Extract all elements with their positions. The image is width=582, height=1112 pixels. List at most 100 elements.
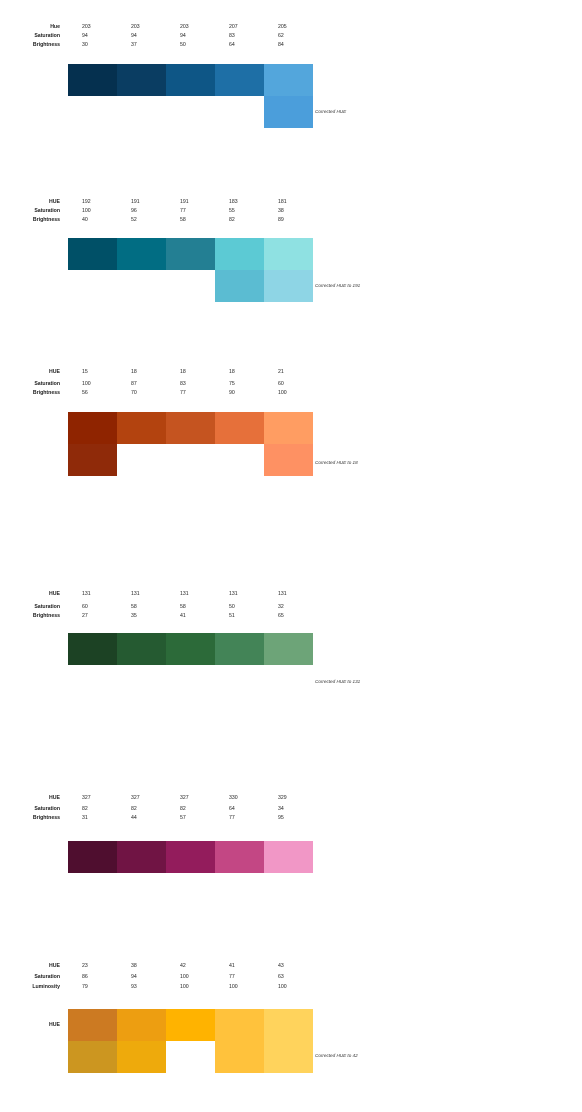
value-cell: 191 — [131, 199, 140, 205]
value-cell: 58 — [131, 604, 137, 610]
value-cell: 203 — [180, 24, 189, 30]
value-cell: 60 — [278, 381, 284, 387]
value-cell: 23 — [82, 963, 88, 969]
value-cell: 42 — [180, 963, 186, 969]
corrected-swatch — [264, 96, 313, 128]
color-swatch — [215, 64, 264, 96]
value-cell: 57 — [180, 815, 186, 821]
value-cell: 44 — [131, 815, 137, 821]
color-swatch — [215, 412, 264, 444]
color-swatch — [68, 1009, 117, 1041]
value-cell: 62 — [278, 33, 284, 39]
color-swatch — [215, 238, 264, 270]
color-swatch — [215, 841, 264, 873]
corrected-swatch — [215, 1041, 264, 1073]
color-swatch — [166, 841, 215, 873]
corrected-hue-note: Corrected HUE to 191 — [315, 283, 361, 288]
value-cell: 41 — [229, 963, 235, 969]
value-cell: 83 — [180, 381, 186, 387]
value-cell: 87 — [131, 381, 137, 387]
color-swatch — [264, 1009, 313, 1041]
value-cell: 51 — [229, 613, 235, 619]
color-swatch — [117, 841, 166, 873]
value-cell: 27 — [82, 613, 88, 619]
value-cell: 32 — [278, 604, 284, 610]
value-cell: 131 — [229, 591, 238, 597]
row-label-2: Luminosity — [32, 984, 60, 990]
value-cell: 94 — [82, 33, 88, 39]
value-cell: 82 — [82, 806, 88, 812]
row-label-1: Saturation — [34, 974, 60, 980]
corrected-hue-note: Corrected HUE — [315, 109, 347, 114]
color-swatch — [264, 412, 313, 444]
value-cell: 15 — [82, 369, 88, 375]
corrected-swatch — [264, 444, 313, 476]
value-cell: 94 — [180, 33, 186, 39]
value-cell: 38 — [278, 208, 284, 214]
corrected-swatch — [215, 270, 264, 302]
value-cell: 131 — [131, 591, 140, 597]
value-cell: 31 — [82, 815, 88, 821]
value-cell: 77 — [180, 390, 186, 396]
corrected-swatch — [264, 1041, 313, 1073]
color-swatch — [117, 64, 166, 96]
row-label-1: Saturation — [34, 806, 60, 812]
value-cell: 60 — [82, 604, 88, 610]
value-cell: 82 — [180, 806, 186, 812]
corrected-hue-note: Corrected HUE to 18 — [315, 460, 358, 465]
value-cell: 131 — [278, 591, 287, 597]
value-cell: 100 — [180, 974, 189, 980]
value-cell: 192 — [82, 199, 91, 205]
row-label-0: HUE — [49, 591, 60, 597]
value-cell: 100 — [229, 984, 238, 990]
value-cell: 37 — [131, 42, 137, 48]
value-cell: 327 — [82, 795, 91, 801]
row-label-2: Brightness — [32, 815, 60, 821]
row-label-0: HUE — [49, 199, 60, 205]
row-label-0: HUE — [49, 795, 60, 801]
value-cell: 95 — [278, 815, 284, 821]
value-cell: 131 — [180, 591, 189, 597]
value-cell: 94 — [131, 974, 137, 980]
value-cell: 181 — [278, 199, 287, 205]
row-label-2: Brightness — [32, 390, 60, 396]
corrected-swatch — [264, 270, 313, 302]
color-swatch — [264, 64, 313, 96]
value-cell: 50 — [180, 42, 186, 48]
value-cell: 203 — [82, 24, 91, 30]
value-cell: 38 — [131, 963, 137, 969]
color-swatch — [166, 633, 215, 665]
value-cell: 100 — [278, 984, 287, 990]
value-cell: 79 — [82, 984, 88, 990]
value-cell: 64 — [229, 42, 235, 48]
color-swatch — [117, 633, 166, 665]
value-cell: 18 — [229, 369, 235, 375]
value-cell: 131 — [82, 591, 91, 597]
value-cell: 83 — [229, 33, 235, 39]
value-cell: 18 — [131, 369, 137, 375]
value-cell: 77 — [229, 974, 235, 980]
value-cell: 207 — [229, 24, 238, 30]
color-swatch — [68, 633, 117, 665]
value-cell: 100 — [82, 208, 91, 214]
value-cell: 329 — [278, 795, 287, 801]
value-cell: 82 — [229, 217, 235, 223]
color-swatch — [68, 64, 117, 96]
value-cell: 30 — [82, 42, 88, 48]
value-cell: 191 — [180, 199, 189, 205]
value-cell: 58 — [180, 604, 186, 610]
color-swatch — [264, 238, 313, 270]
value-cell: 86 — [82, 974, 88, 980]
value-cell: 203 — [131, 24, 140, 30]
value-cell: 100 — [82, 381, 91, 387]
color-swatch — [117, 412, 166, 444]
color-swatch — [264, 841, 313, 873]
color-swatch — [264, 633, 313, 665]
color-swatch — [68, 412, 117, 444]
value-cell: 100 — [278, 390, 287, 396]
value-cell: 18 — [180, 369, 186, 375]
row-label-0: HUE — [49, 369, 60, 375]
value-cell: 70 — [131, 390, 137, 396]
value-cell: 52 — [131, 217, 137, 223]
row-label-0: HUE — [49, 963, 60, 969]
